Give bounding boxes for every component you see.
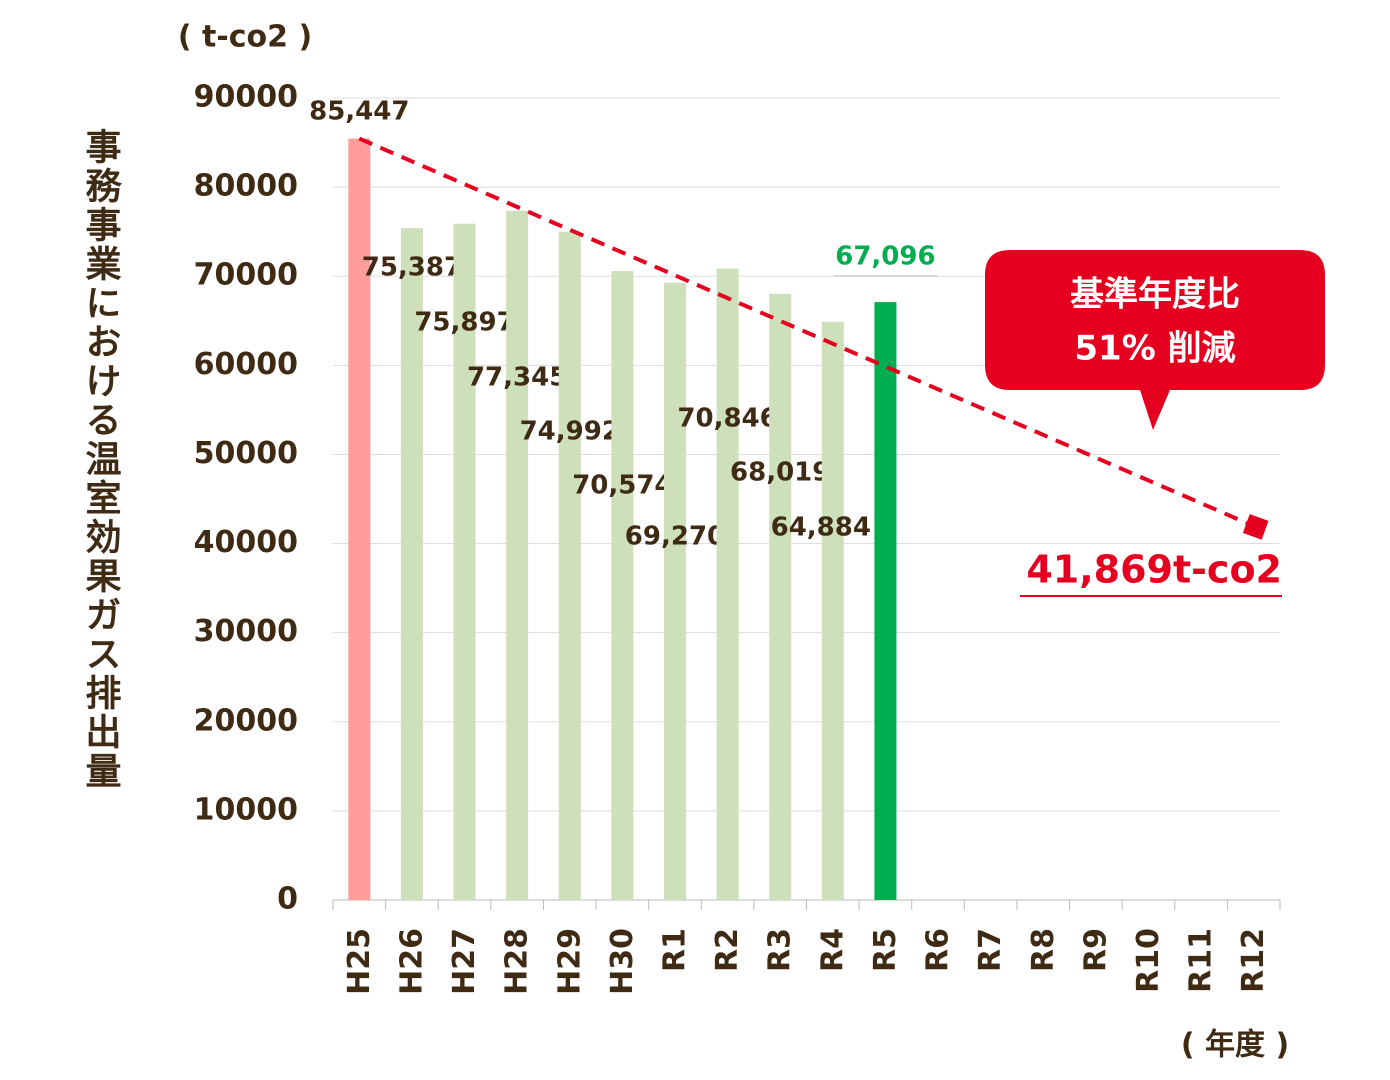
y-tick-label: 30000 xyxy=(194,614,298,649)
y-tick-label: 80000 xyxy=(194,169,298,204)
x-tick-label: R7 xyxy=(973,928,1008,972)
callout-box xyxy=(985,250,1325,430)
data-label: 85,447 xyxy=(309,97,409,127)
bar xyxy=(821,321,844,900)
data-label: 68,019 xyxy=(730,458,830,488)
x-tick-label: R1 xyxy=(657,928,692,972)
y-tick-label: 0 xyxy=(277,882,298,917)
data-label: 70,574 xyxy=(572,471,672,501)
y-tick-label: 40000 xyxy=(194,525,298,560)
x-tick-label: R12 xyxy=(1236,928,1271,993)
target-label: 41,869t-co2 xyxy=(1026,548,1282,592)
y-tick-label: 70000 xyxy=(194,258,298,293)
data-label: 67,096 xyxy=(835,242,935,272)
x-tick-label: R8 xyxy=(1026,928,1061,972)
callout: 基準年度比 51% 削減 xyxy=(985,250,1325,430)
x-tick-label: H25 xyxy=(342,928,377,995)
bar xyxy=(348,138,371,901)
bar xyxy=(716,268,739,900)
data-label: 70,846 xyxy=(677,404,777,434)
callout-text: 51% 削減 xyxy=(1074,329,1235,369)
callout-text: 基準年度比 xyxy=(1070,275,1240,315)
x-tick-label: R4 xyxy=(815,928,850,972)
x-tick-label: R5 xyxy=(868,928,903,972)
bar xyxy=(611,271,634,900)
x-tick-label: R11 xyxy=(1184,928,1219,993)
y-tick-label: 60000 xyxy=(194,347,298,382)
x-tick-label: R2 xyxy=(710,928,745,972)
bar xyxy=(453,223,476,900)
data-label: 64,884 xyxy=(771,513,871,543)
x-tick-label: R10 xyxy=(1131,928,1166,993)
y-tick-label: 90000 xyxy=(194,80,298,115)
x-tick-label: R6 xyxy=(921,928,956,972)
bar xyxy=(400,228,423,900)
bar xyxy=(769,293,792,900)
x-tick-label: H28 xyxy=(500,928,535,995)
target-marker xyxy=(1242,514,1269,540)
bar xyxy=(663,282,686,901)
x-tick-label: R9 xyxy=(1078,928,1113,972)
data-label: 74,992 xyxy=(520,417,620,447)
y-tick-label: 10000 xyxy=(194,792,298,827)
data-label: 69,270 xyxy=(625,522,725,552)
x-tick-label: H29 xyxy=(552,928,587,995)
data-label: 77,345 xyxy=(467,363,567,393)
x-unit: ( 年度 ) xyxy=(1181,1028,1289,1063)
x-tick-label: H30 xyxy=(605,928,640,995)
bar xyxy=(874,302,897,900)
data-label: 75,897 xyxy=(414,308,514,338)
data-label: 75,387 xyxy=(362,253,462,283)
y-tick-label: 50000 xyxy=(194,436,298,471)
y-tick-label: 20000 xyxy=(194,703,298,738)
y-axis-title: 事務事業における温室効果ガス排出量 xyxy=(80,128,122,791)
bar xyxy=(558,231,581,900)
bar xyxy=(506,210,529,900)
x-tick-label: H26 xyxy=(394,928,429,995)
x-tick-label: R3 xyxy=(763,928,798,972)
y-unit: ( t-co2 ) xyxy=(178,20,312,55)
x-tick-label: H27 xyxy=(447,928,482,995)
target-line xyxy=(358,136,1257,529)
